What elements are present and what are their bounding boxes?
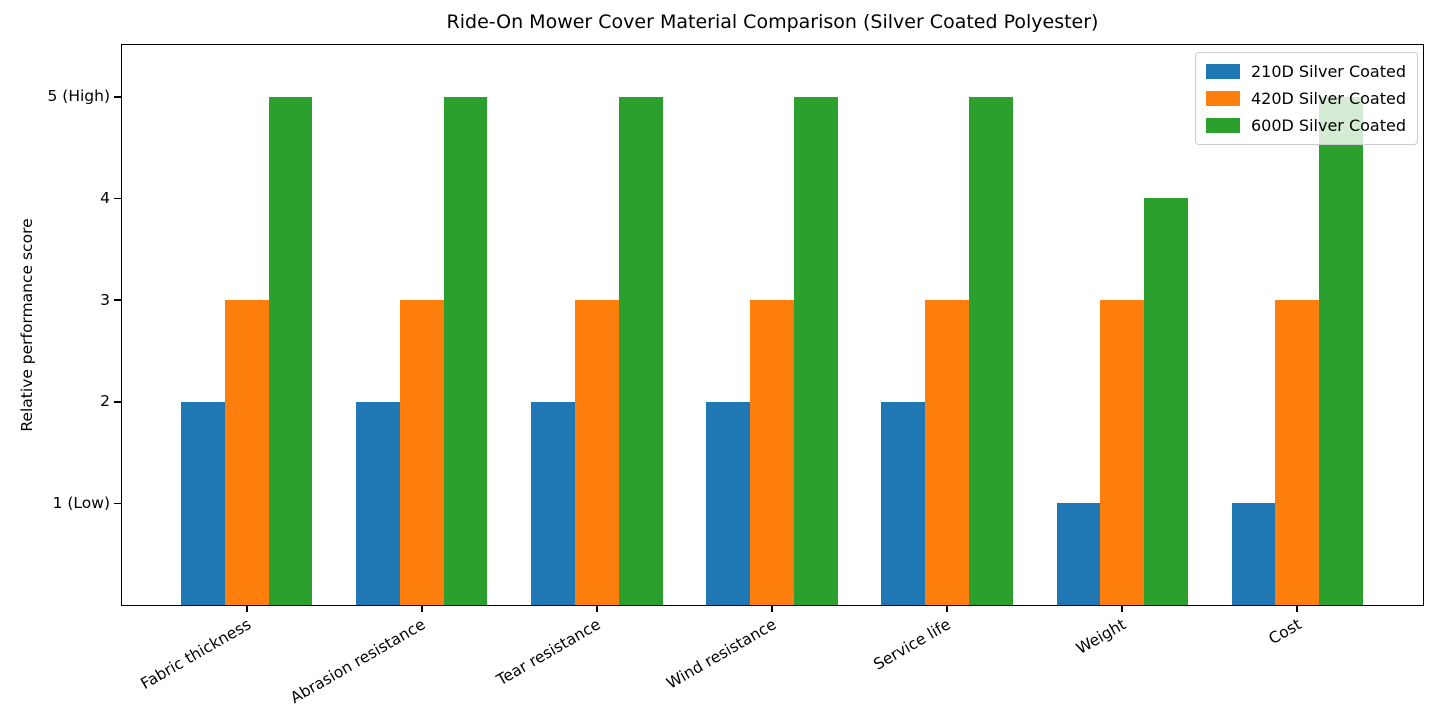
y-tick-mark (113, 299, 121, 301)
x-tick-label: Fabric thickness (137, 615, 254, 693)
x-axis-ticks-layer: Fabric thickness Abrasion resistance Tear … (122, 45, 1423, 707)
x-tick-mark (771, 605, 773, 612)
bar-series2-cat3 (793, 96, 838, 605)
bar-series2-cat2 (618, 96, 663, 605)
y-tick-mark (113, 96, 121, 98)
y-tick-mark (113, 400, 121, 403)
legend: 210D Silver Coated 420D Silver Coated 600D… (1194, 52, 1418, 145)
x-tick-label: Service life (870, 615, 955, 674)
bar-series2-cat5 (1144, 198, 1188, 605)
legend-label: 420D Silver Coated (1250, 89, 1406, 108)
bar-series0-cat2 (531, 401, 576, 605)
bar-series0-cat0 (181, 401, 225, 605)
x-tick-label: Wind resistance (663, 615, 779, 693)
bar-series1-cat1 (399, 300, 444, 605)
bar-series2-cat6 (1319, 96, 1363, 605)
bar-series1-cat0 (224, 300, 269, 605)
bar-series0-cat6 (1231, 503, 1276, 605)
x-tick-label: Tear resistance (493, 615, 604, 690)
y-tick-label: 5 (High) (47, 87, 110, 106)
bar-series1-cat6 (1275, 300, 1320, 605)
legend-item: 600D Silver Coated (1205, 116, 1406, 135)
bar-series0-cat1 (356, 401, 400, 605)
x-tick-mark (596, 605, 598, 612)
bar-series0-cat4 (881, 401, 926, 605)
bar-series1-cat4 (925, 300, 969, 605)
y-axis-ticks-layer: 1 (Low) 2 3 4 5 (High) (47, 45, 1423, 605)
y-tick-mark (113, 197, 121, 200)
y-tick-label: 3 (100, 290, 110, 309)
bar-series2-cat0 (268, 96, 313, 605)
legend-swatch-icon (1205, 64, 1240, 79)
y-tick-label: 1 (Low) (52, 493, 110, 512)
bar-series0-cat5 (1056, 503, 1101, 605)
bar-series1-cat2 (575, 300, 619, 605)
x-tick-mark (421, 605, 423, 612)
bar-series1-cat3 (750, 300, 794, 605)
legend-label: 600D Silver Coated (1250, 116, 1406, 135)
y-tick-label: 4 (100, 188, 110, 207)
y-axis-label: Relative performance score (18, 218, 36, 432)
legend-swatch-icon (1205, 118, 1240, 133)
x-tick-label: Weight (1073, 615, 1130, 658)
x-tick-label: Cost (1265, 615, 1305, 649)
y-tick-label: 2 (100, 391, 110, 410)
legend-item: 210D Silver Coated (1205, 62, 1406, 81)
legend-swatch-icon (1205, 91, 1240, 106)
x-tick-mark (946, 605, 948, 612)
x-tick-mark (245, 605, 248, 612)
y-tick-mark (113, 502, 121, 505)
bar-series1-cat5 (1100, 300, 1145, 605)
chart-title: Ride-On Mower Cover Material Comparison … (446, 11, 1099, 33)
bar-series2-cat1 (443, 96, 488, 605)
x-tick-mark (1121, 605, 1123, 612)
bars-layer (122, 45, 1423, 605)
bar-series0-cat3 (706, 401, 751, 605)
legend-item: 420D Silver Coated (1205, 89, 1406, 108)
legend-label: 210D Silver Coated (1250, 62, 1406, 81)
x-tick-mark (1296, 605, 1299, 612)
x-tick-label: Abrasion resistance (287, 615, 429, 708)
plot-area: 1 (Low) 2 3 4 5 (High) Fabric thickness Abras… (47, 44, 1424, 707)
bar-series2-cat4 (968, 96, 1013, 605)
